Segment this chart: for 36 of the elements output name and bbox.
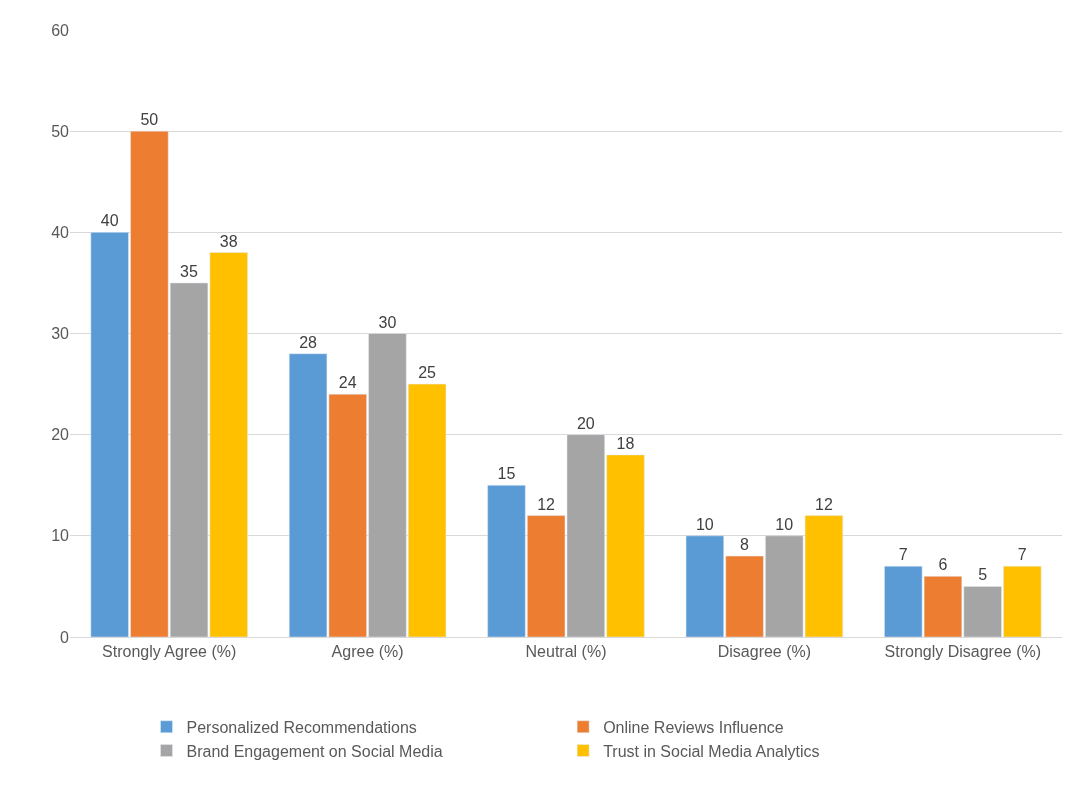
data-label: 12 (537, 495, 556, 513)
y-tick-label: 20 (51, 426, 70, 444)
y-tick-label: 10 (51, 527, 70, 545)
legend-label: Brand Engagement on Social Media (186, 742, 443, 760)
legend-label: Personalized Recommendations (186, 718, 417, 736)
data-label: 7 (898, 546, 908, 564)
y-tick-label: 50 (51, 122, 70, 140)
data-label: 10 (695, 515, 714, 533)
data-label: 25 (418, 364, 437, 382)
data-label: 28 (299, 333, 318, 351)
data-label: 18 (616, 434, 635, 452)
y-tick-label: 40 (51, 223, 70, 241)
y-tick-label: 60 (51, 21, 70, 39)
legend-label: Trust in Social Media Analytics (603, 742, 820, 760)
data-label: 10 (775, 515, 794, 533)
data-label: 15 (497, 465, 516, 483)
y-tick-label: 0 (60, 628, 70, 646)
data-label: 8 (740, 536, 750, 554)
legend-label: Online Reviews Influence (603, 718, 784, 736)
data-label: 20 (576, 414, 595, 432)
x-tick-label: Strongly Agree (%) (102, 643, 237, 661)
data-label: 24 (338, 374, 357, 392)
data-label: 38 (219, 232, 238, 250)
data-label: 12 (814, 495, 833, 513)
x-tick-label: Strongly Disagree (%) (884, 643, 1042, 661)
x-tick-label: Neutral (%) (525, 643, 607, 661)
data-label: 6 (938, 556, 948, 574)
y-tick-label: 30 (51, 325, 70, 343)
data-label: 5 (978, 566, 988, 584)
x-tick-label: Agree (%) (331, 643, 404, 661)
data-label: 7 (1017, 546, 1027, 564)
x-tick-label: Disagree (%) (717, 643, 812, 661)
data-label: 35 (180, 262, 198, 280)
data-label: 50 (140, 111, 159, 129)
data-label: 40 (100, 212, 119, 230)
data-label: 30 (378, 313, 397, 331)
